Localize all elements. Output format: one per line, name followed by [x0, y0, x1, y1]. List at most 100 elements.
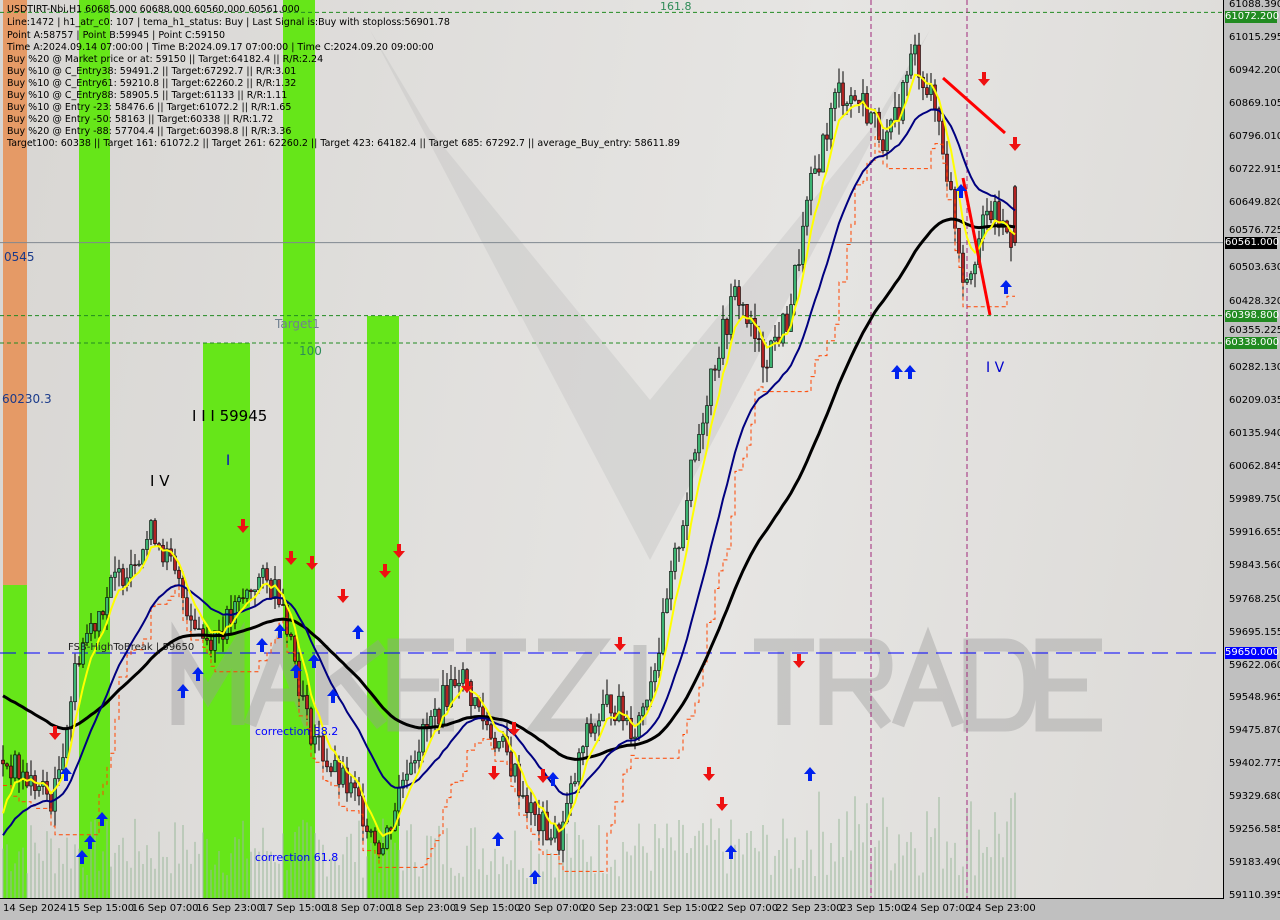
- time-tick-label: 18 Sep 07:00: [325, 903, 392, 914]
- price-tick-label: 60282.130: [1229, 362, 1280, 374]
- candle-body: [913, 44, 917, 55]
- watermark-letter: [387, 638, 454, 732]
- buy-arrow-icon: [76, 850, 88, 864]
- candle-body: [853, 95, 857, 101]
- candle-body: [489, 724, 493, 739]
- candle-body: [641, 706, 645, 717]
- candle-body: [829, 108, 833, 140]
- candle-body: [957, 227, 961, 254]
- price-tick-label: 59256.585: [1229, 824, 1280, 836]
- candle-body: [561, 821, 565, 851]
- candle-body: [65, 728, 69, 758]
- buy-arrow-icon: [256, 638, 268, 652]
- candle-body: [105, 597, 109, 616]
- candle-body: [293, 635, 297, 662]
- candle-body: [637, 715, 641, 738]
- watermark-lettering: [171, 621, 1102, 732]
- candle-body: [1009, 231, 1013, 248]
- watermark-letter: [171, 621, 245, 725]
- info-line-points: Point A:58757 | Point B:59945 | Point C:…: [7, 30, 226, 41]
- candle-body: [869, 112, 873, 124]
- chart-plot-area[interactable]: USDTIRT-Nbi,H1 60685.000 60688.000 60560…: [0, 0, 1224, 899]
- candle-body: [433, 708, 437, 717]
- candle-body: [793, 264, 797, 305]
- candle-body: [581, 746, 585, 754]
- candle-body: [397, 787, 401, 812]
- candle-body: [161, 545, 165, 563]
- price-tick-label: 60576.725: [1229, 224, 1280, 236]
- candle-body: [545, 811, 549, 841]
- candle-body: [757, 338, 761, 340]
- candle-body: [209, 639, 213, 651]
- candle-body: [153, 520, 157, 544]
- fsb-label: FSB-HighToBreak | 59650: [68, 642, 195, 653]
- watermark-letter: [466, 638, 526, 725]
- candle-body: [13, 754, 17, 779]
- candle-body: [965, 279, 969, 283]
- candle-body: [997, 201, 1001, 228]
- trailing-stop-line: [3, 136, 1015, 872]
- candle-body: [885, 131, 889, 152]
- candle-body: [893, 107, 897, 121]
- candle-body: [17, 754, 21, 779]
- candle-body: [337, 760, 341, 785]
- price-tick-label: 59548.965: [1229, 692, 1280, 704]
- candle-body: [649, 681, 653, 701]
- info-line-targets: Target100: 60338 || Target 161: 61072.2 …: [7, 138, 680, 149]
- candle-body: [369, 830, 373, 833]
- price-tick-label: 60869.105: [1229, 97, 1280, 109]
- candle-body: [501, 736, 505, 742]
- candle-body: [81, 642, 85, 665]
- candle-body: [685, 500, 689, 526]
- trendline-lower: [961, 177, 992, 316]
- candle-body: [145, 539, 149, 550]
- buy-arrow-icon: [84, 835, 96, 849]
- price-tag: 61072.200: [1225, 11, 1280, 23]
- sell-arrow-icon: [337, 589, 349, 603]
- candle-body: [881, 139, 885, 152]
- candle-body: [193, 619, 197, 630]
- wave-iv-label: I V: [150, 472, 170, 490]
- candle-body: [653, 670, 657, 683]
- time-tick-label: 21 Sep 15:00: [647, 903, 714, 914]
- price-chart[interactable]: [0, 0, 1223, 898]
- candle-body: [657, 653, 661, 671]
- candle-body: [261, 568, 265, 578]
- candle-body: [969, 273, 973, 280]
- candle-body: [729, 296, 733, 335]
- candle-body: [989, 210, 993, 221]
- sell-arrow-icon: [461, 679, 473, 693]
- candle-body: [461, 669, 465, 684]
- candle-body: [961, 252, 965, 283]
- price-tick-label: 60062.845: [1229, 460, 1280, 472]
- level-100-label: 100: [299, 344, 322, 358]
- watermark-logo: [370, 30, 930, 560]
- candle-body: [253, 589, 257, 592]
- buy-arrow-icon: [274, 624, 286, 638]
- price-tick-label: 60796.010: [1229, 130, 1280, 142]
- candle-body: [281, 604, 285, 606]
- candle-body: [841, 82, 845, 106]
- candle-body: [681, 525, 685, 549]
- candle-body: [25, 771, 29, 787]
- candle-body: [921, 76, 925, 88]
- candle-body: [609, 694, 613, 714]
- sell-arrow-icon: [488, 766, 500, 780]
- candle-body: [937, 108, 941, 122]
- candle-body: [745, 304, 749, 324]
- candle-body: [909, 53, 913, 76]
- candle-body: [37, 786, 41, 791]
- candle-body: [185, 597, 189, 617]
- candle-body: [689, 459, 693, 501]
- candle-body: [73, 663, 77, 703]
- candle-body: [497, 741, 501, 749]
- left-level-label: 0545: [4, 250, 35, 264]
- candle-body: [377, 842, 381, 855]
- green-band: [283, 0, 315, 898]
- candle-body: [9, 765, 13, 779]
- candle-body: [985, 210, 989, 216]
- correction-382-label: correction 38.2: [255, 725, 339, 738]
- buy-arrow-icon: [955, 184, 967, 198]
- candle-body: [837, 82, 841, 93]
- buy-arrow-icon: [529, 870, 541, 884]
